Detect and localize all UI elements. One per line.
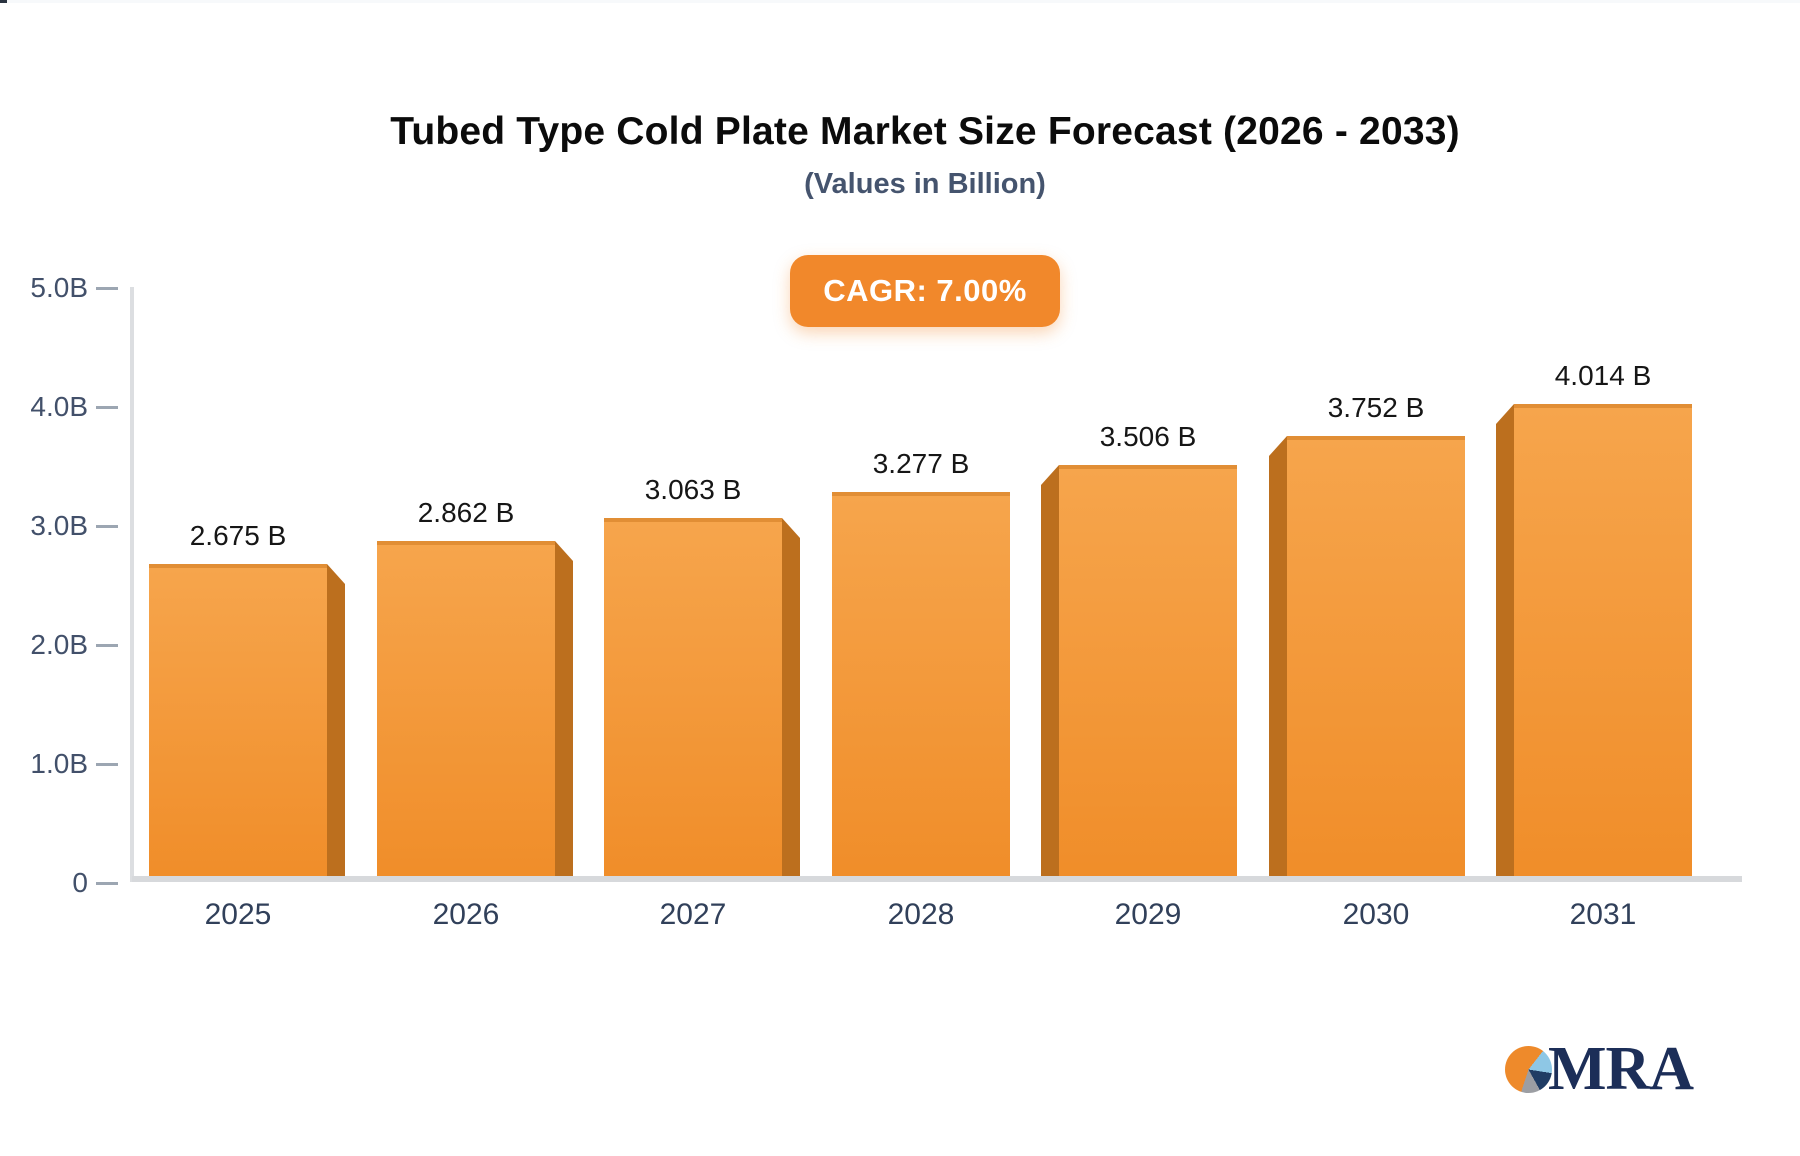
bar-value-label-2029: 3.506 B — [1099, 421, 1197, 452]
x-axis-label-2027: 2027 — [659, 898, 727, 931]
chart-subtitle: (Values in Billion) — [804, 168, 1046, 200]
y-tick-label-2.0B: 2.0B — [30, 629, 88, 660]
bar-value-label-2026: 2.862 B — [417, 497, 515, 528]
x-axis-baseline — [132, 876, 1742, 882]
top-border-strip — [0, 0, 1800, 3]
x-axis-label-2026: 2026 — [432, 898, 500, 931]
bar-2028 — [832, 492, 1010, 882]
bar-side-2031 — [1496, 404, 1514, 882]
bar-value-label-2030: 3.752 B — [1327, 392, 1425, 423]
bar-2031 — [1514, 404, 1692, 882]
y-tick-dash-3.0B — [96, 525, 118, 528]
bar-side-2030 — [1269, 436, 1287, 882]
cagr-badge-label: CAGR: 7.00% — [823, 273, 1027, 308]
bar-side-2027 — [782, 518, 800, 882]
y-tick-dash-0 — [96, 882, 118, 885]
bar-2027 — [604, 518, 782, 882]
bar-2026 — [377, 541, 555, 882]
bar-2025 — [149, 564, 327, 882]
x-axis-label-2031: 2031 — [1569, 898, 1637, 931]
bar-2030 — [1287, 436, 1465, 882]
y-tick-label-0: 0 — [72, 867, 88, 898]
x-axis-label-2029: 2029 — [1114, 898, 1182, 931]
y-tick-dash-4.0B — [96, 406, 118, 409]
bar-value-label-2027: 3.063 B — [644, 474, 742, 505]
mra-logo: MRA — [1505, 1035, 1694, 1103]
y-tick-dash-5.0B — [96, 287, 118, 290]
chart-title: Tubed Type Cold Plate Market Size Foreca… — [390, 110, 1460, 153]
top-left-artifact — [0, 0, 7, 3]
y-tick-label-4.0B: 4.0B — [30, 391, 88, 422]
cagr-badge: CAGR: 7.00% — [790, 255, 1060, 327]
y-tick-dash-1.0B — [96, 763, 118, 766]
y-tick-label-3.0B: 3.0B — [30, 510, 88, 541]
y-tick-dash-2.0B — [96, 644, 118, 647]
x-axis-label-2028: 2028 — [887, 898, 955, 931]
bar-value-label-2031: 4.014 B — [1554, 360, 1652, 391]
bar-side-2025 — [327, 564, 345, 882]
x-axis-label-2030: 2030 — [1342, 898, 1410, 931]
bar-side-2026 — [555, 541, 573, 882]
bar-2029 — [1059, 465, 1237, 882]
bar-value-label-2025: 2.675 B — [189, 520, 287, 551]
bar-side-2029 — [1041, 465, 1059, 882]
y-axis-line — [130, 287, 134, 882]
bar-value-label-2028: 3.277 B — [872, 448, 970, 479]
logo-text: MRA — [1548, 1035, 1694, 1103]
pie-chart-icon — [1505, 1045, 1552, 1093]
y-tick-label-5.0B: 5.0B — [30, 272, 88, 303]
y-tick-label-1.0B: 1.0B — [30, 748, 88, 779]
x-axis-label-2025: 2025 — [204, 898, 272, 931]
